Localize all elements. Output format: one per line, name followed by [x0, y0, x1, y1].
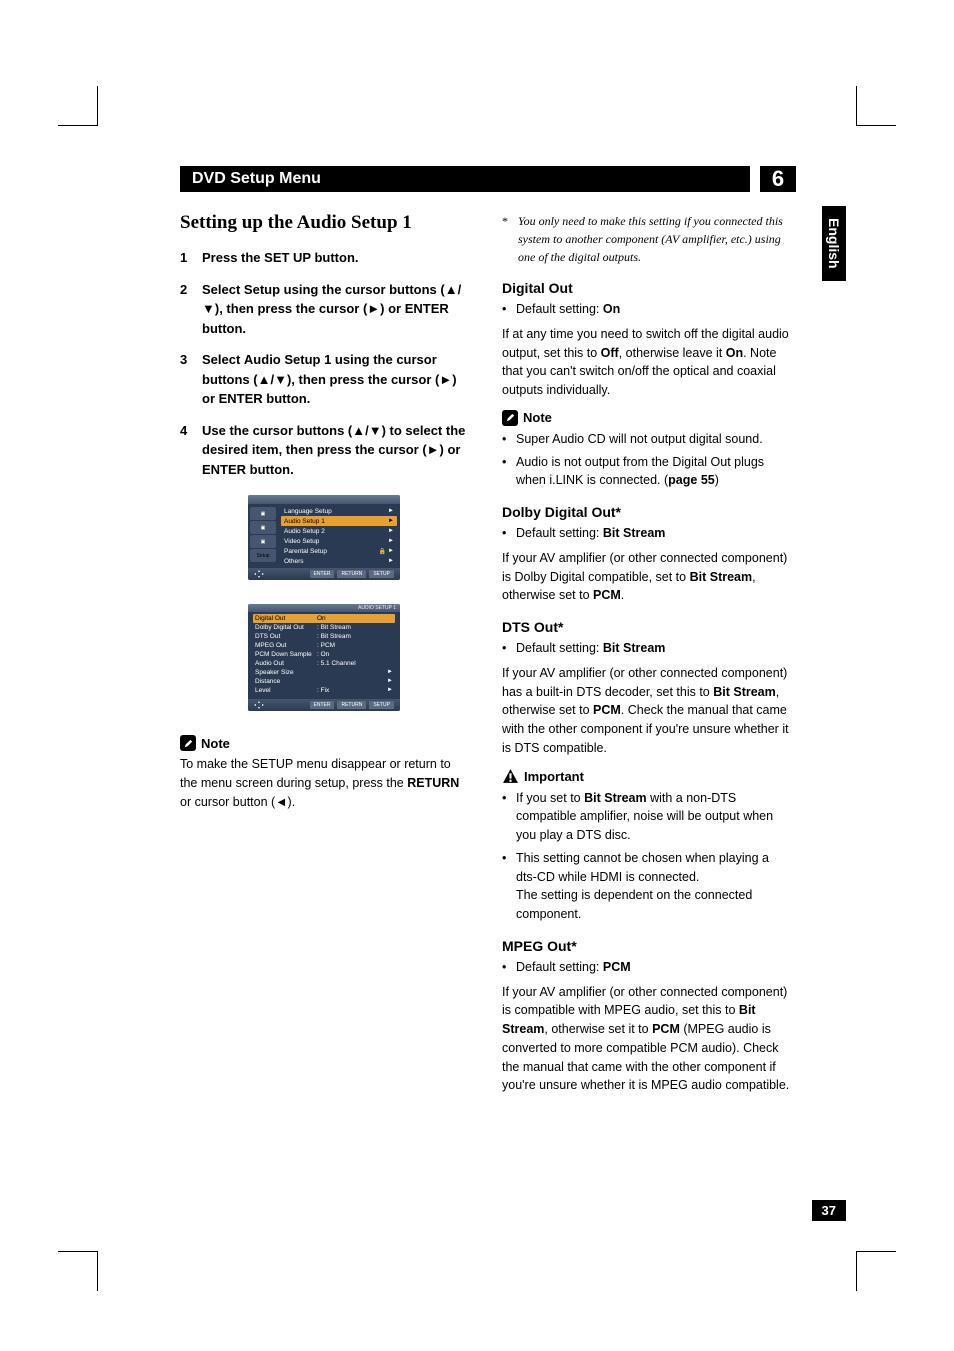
osd-menu-list: Language Setup► Audio Setup 1► Audio Set…	[278, 504, 400, 568]
step-2: 2 Select Setup using the cursor buttons …	[180, 280, 468, 339]
note-label: Note	[201, 736, 230, 751]
osd-button: ENTER	[310, 701, 335, 709]
step-1: 1 Press the SET UP button.	[180, 248, 468, 268]
osd-row: Parental Setup🔒►	[281, 546, 397, 556]
left-column: Setting up the Audio Setup 1 1 Press the…	[180, 212, 468, 1103]
lock-icon: 🔒	[379, 548, 386, 555]
default-setting: Default setting: PCM	[502, 958, 790, 977]
osd-row: Language Setup►	[281, 506, 397, 516]
crop-mark	[58, 1251, 98, 1291]
step-number: 4	[180, 421, 202, 480]
right-column: * You only need to make this setting if …	[502, 212, 790, 1103]
osd-sidebar-tab: ▣	[250, 521, 276, 534]
osd-button: SETUP	[369, 701, 394, 709]
osd-row-selected: Audio Setup 1►	[281, 516, 397, 526]
osd-screenshot-audio-setup-1: AUDIO SETUP 1 Digital OutOn Dolby Digita…	[248, 604, 400, 711]
step-number: 2	[180, 280, 202, 339]
osd-row: DTS Out: Bit Stream	[253, 632, 395, 641]
osd-button: RETURN	[337, 570, 366, 578]
warning-icon	[502, 768, 519, 785]
osd-row-selected: Digital OutOn	[253, 614, 395, 623]
osd-row: Video Setup►	[281, 536, 397, 546]
page-number: 37	[812, 1200, 846, 1221]
osd-screenshot-setup-menu: ▣ ▣ ▣ Setup Language Setup► Audio Setup …	[248, 495, 400, 580]
menu-token: Audio Setup 1	[244, 352, 331, 367]
osd-button: ENTER	[310, 570, 335, 578]
chapter-title: DVD Setup Menu	[180, 166, 750, 192]
body-text: If at any time you need to switch off th…	[502, 325, 790, 400]
subsection-dts: DTS Out*	[502, 619, 790, 635]
osd-sidebar-tab: ▣	[250, 507, 276, 520]
language-tab: English	[822, 206, 846, 281]
pencil-icon	[502, 410, 518, 426]
body-text: If your AV amplifier (or other connected…	[502, 664, 790, 758]
bullet: Audio is not output from the Digital Out…	[502, 453, 790, 491]
crop-mark	[856, 86, 896, 126]
footnote: * You only need to make this setting if …	[502, 212, 790, 266]
osd-sidebar-tab: ▣	[250, 535, 276, 548]
osd-sidebar: ▣ ▣ ▣ Setup	[248, 504, 278, 568]
important-bullets: If you set to Bit Stream with a non-DTS …	[502, 789, 790, 924]
osd-row: Audio Out: 5.1 Channel	[253, 659, 395, 668]
section-title: Setting up the Audio Setup 1	[180, 212, 468, 234]
subsection-dolby: Dolby Digital Out*	[502, 504, 790, 520]
osd-row: Audio Setup 2►	[281, 526, 397, 536]
bullet: This setting cannot be chosen when playi…	[502, 849, 790, 924]
asterisk: *	[502, 212, 518, 266]
pencil-icon	[180, 735, 196, 751]
note-label: Note	[523, 410, 552, 425]
bullet: If you set to Bit Stream with a non-DTS …	[502, 789, 790, 845]
dpad-icon	[254, 701, 264, 709]
step-number: 3	[180, 350, 202, 409]
body-text: If your AV amplifier (or other connected…	[502, 983, 790, 1096]
osd-row: Distance►	[253, 677, 395, 686]
step-text: Press the SET UP button.	[202, 248, 359, 268]
default-setting: Default setting: Bit Stream	[502, 524, 790, 543]
osd-row: Dolby Digital Out: Bit Stream	[253, 623, 395, 632]
osd-row: MPEG Out: PCM	[253, 641, 395, 650]
step-text: Select Audio Setup 1 using the cursor bu…	[202, 350, 468, 409]
step-3: 3 Select Audio Setup 1 using the cursor …	[180, 350, 468, 409]
note-text: To make the SETUP menu disappear or retu…	[180, 755, 468, 811]
page-content: DVD Setup Menu 6 Setting up the Audio Se…	[180, 166, 796, 1103]
important-heading: Important	[502, 768, 790, 785]
osd-bottom-bar: ENTER RETURN SETUP	[248, 699, 400, 711]
important-label: Important	[524, 769, 584, 784]
default-setting: Default setting: Bit Stream	[502, 639, 790, 658]
crop-mark	[856, 1251, 896, 1291]
step-text: Use the cursor buttons (▲/▼) to select t…	[202, 421, 468, 480]
default-setting: Default setting: On	[502, 300, 790, 319]
osd-row: Level: Fix►	[253, 686, 395, 695]
osd-row: PCM Down Sample: On	[253, 650, 395, 659]
step-text: Select Setup using the cursor buttons (▲…	[202, 280, 468, 339]
osd-title: AUDIO SETUP 1	[248, 604, 400, 612]
menu-token: Setup	[244, 282, 280, 297]
step-4: 4 Use the cursor buttons (▲/▼) to select…	[180, 421, 468, 480]
osd-row: Speaker Size►	[253, 668, 395, 677]
note-heading: Note	[502, 410, 790, 426]
setup-steps: 1 Press the SET UP button. 2 Select Setu…	[180, 248, 468, 479]
note-bullets: Super Audio CD will not output digital s…	[502, 430, 790, 490]
osd-sidebar-tab-setup: Setup	[250, 549, 276, 562]
bullet: Super Audio CD will not output digital s…	[502, 430, 790, 449]
note-heading: Note	[180, 735, 468, 751]
osd-row: Others►	[281, 556, 397, 566]
subsection-digital-out: Digital Out	[502, 280, 790, 296]
dpad-icon	[254, 570, 264, 578]
osd-bottom-bar: ENTER RETURN SETUP	[248, 568, 400, 580]
subsection-mpeg: MPEG Out*	[502, 938, 790, 954]
step-number: 1	[180, 248, 202, 268]
osd-button: SETUP	[369, 570, 394, 578]
osd-button: RETURN	[337, 701, 366, 709]
crop-mark	[58, 86, 98, 126]
chapter-header: DVD Setup Menu 6	[180, 166, 796, 192]
body-text: If your AV amplifier (or other connected…	[502, 549, 790, 605]
chapter-number: 6	[760, 166, 796, 192]
